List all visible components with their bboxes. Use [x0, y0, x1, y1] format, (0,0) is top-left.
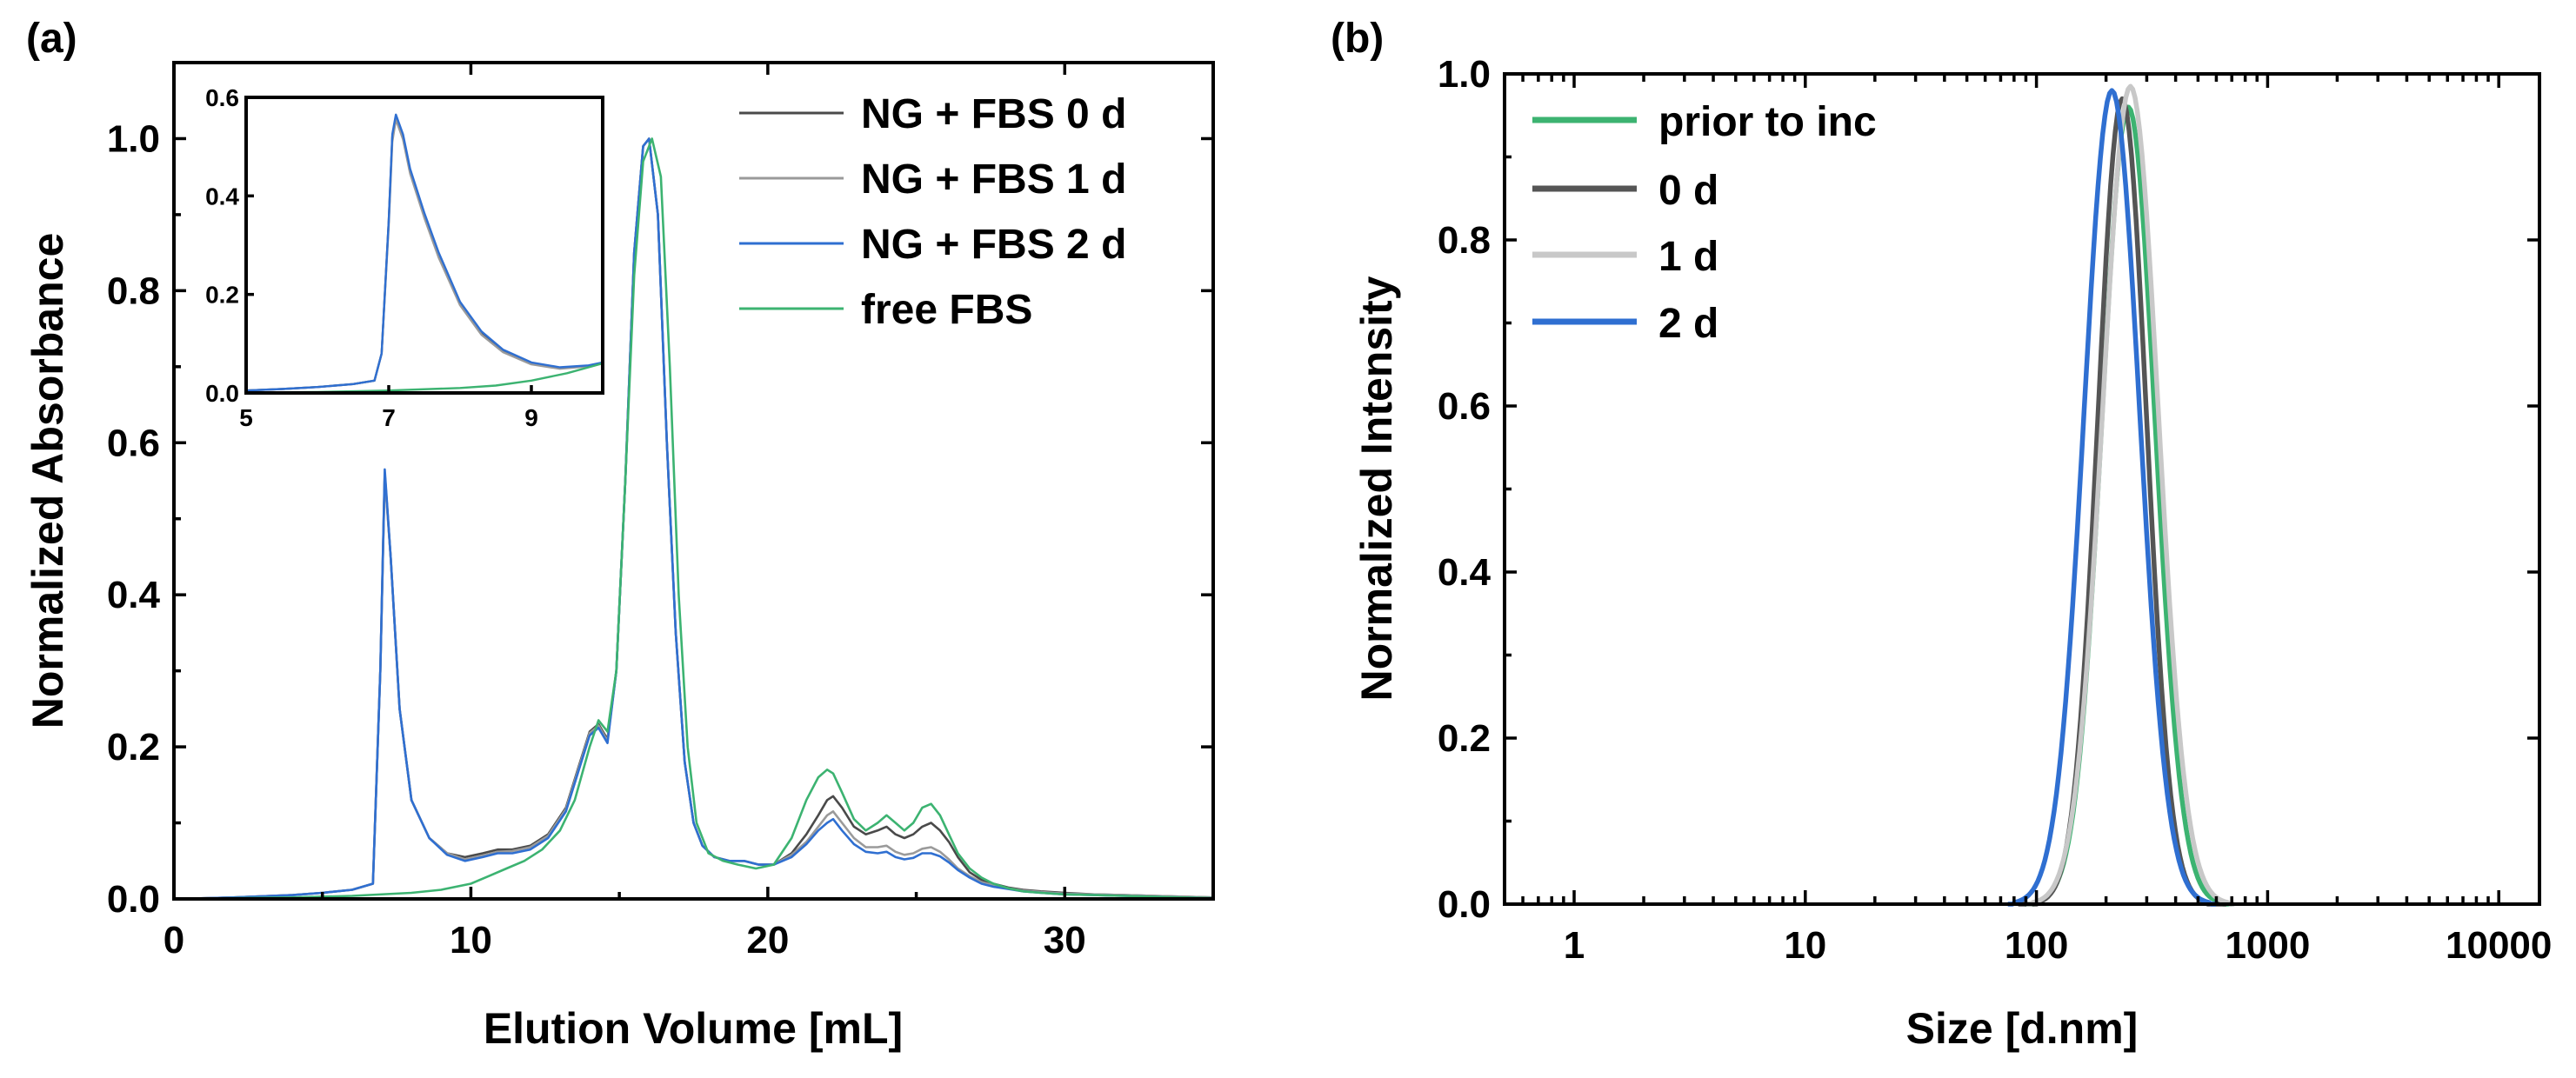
legend-label-free-fbs: free FBS [861, 287, 1032, 333]
y-tick-label: 1.0 [107, 117, 160, 160]
y-tick-label: 1.0 [1438, 53, 1491, 96]
legend-label-1d: 1 d [1658, 234, 1718, 280]
y-tick-label: 0.8 [1438, 219, 1491, 262]
panel-b-legend: prior to inc 0 d 1 d 2 d [1532, 99, 1877, 347]
inset-y-tick-label: 0.4 [205, 183, 239, 210]
legend-label-prior-to-inc: prior to inc [1658, 99, 1877, 145]
x-tick-label: 10 [450, 919, 492, 962]
panel-a-series [173, 137, 1214, 901]
x-tick-label: 10000 [2446, 924, 2552, 967]
y-tick-label: 0.6 [1438, 385, 1491, 428]
y-tick-label: 0.8 [107, 270, 160, 312]
inset-y-tick-label: 0.2 [205, 282, 239, 309]
inset-x-ticks: 5 7 9 [239, 385, 538, 431]
legend-label-ng-fbs-1d: NG + FBS 1 d [861, 156, 1126, 203]
panel-b: (b) 1 10 100 1000 10000 0.0 0.2 0.4 0.6 0.8 1.0 S… [1331, 16, 2552, 1053]
panel-a-axes-frame [172, 61, 1215, 901]
y-tick-label: 0.0 [107, 878, 160, 921]
panel-a-x-axis-title: Elution Volume [mL] [484, 1004, 903, 1053]
y-tick-label: 0.0 [1438, 883, 1491, 926]
x-tick-label: 1 [1564, 924, 1585, 967]
panel-a-y-axis-title: Normalized Absorbance [23, 233, 72, 729]
panel-a-x-ticks: 0 10 20 30 [164, 63, 1086, 962]
inset-series-line-ng-fbs-2-d [245, 113, 604, 392]
inset-series [245, 113, 604, 394]
x-tick-label: 1000 [2225, 924, 2310, 967]
y-tick-label: 0.6 [107, 422, 160, 464]
panel-a-inset: 5 7 9 0.0 0.2 0.4 0.6 [205, 84, 604, 431]
legend-label-ng-fbs-2d: NG + FBS 2 d [861, 222, 1126, 268]
panel-b-label: (b) [1331, 16, 1384, 62]
x-tick-label: 10 [1784, 924, 1826, 967]
series-line-2-d [2007, 88, 2217, 907]
series-line-free-fbs [173, 137, 1214, 901]
x-tick-label: 20 [746, 919, 789, 962]
panel-a-label: (a) [26, 16, 77, 62]
y-tick-label: 0.4 [107, 574, 161, 616]
x-tick-label: 30 [1044, 919, 1086, 962]
inset-background [246, 97, 603, 393]
panel-b-series [2007, 83, 2235, 907]
inset-y-ticks: 0.0 0.2 0.4 0.6 [205, 84, 254, 407]
y-tick-label: 0.4 [1438, 551, 1492, 594]
series-line-1-d [2025, 83, 2235, 907]
panel-a-y-ticks: 0.0 0.2 0.4 0.6 0.8 1.0 [107, 117, 1213, 921]
inset-x-tick-label: 7 [382, 404, 396, 431]
y-tick-label: 0.2 [107, 726, 160, 769]
x-tick-label: 100 [2005, 924, 2068, 967]
inset-frame [244, 96, 604, 395]
panel-b-y-axis-title: Normalized Intensity [1352, 276, 1401, 701]
panel-a: (a) 0 10 20 30 0.0 0.2 0.4 0.6 0.8 1.0 Elution V… [23, 16, 1215, 1053]
inset-x-tick-label: 9 [524, 404, 538, 431]
inset-x-tick-label: 5 [239, 404, 253, 431]
panel-b-x-ticks: 1 10 100 1000 10000 [1521, 74, 2552, 967]
legend-label-0d: 0 d [1658, 168, 1718, 214]
x-tick-label: 0 [164, 919, 184, 962]
series-line-0-d [2018, 96, 2226, 907]
legend-label-ng-fbs-0d: NG + FBS 0 d [861, 91, 1126, 137]
inset-y-tick-label: 0.0 [205, 380, 239, 407]
y-tick-label: 0.2 [1438, 717, 1491, 760]
panel-b-y-ticks: 0.0 0.2 0.4 0.6 0.8 1.0 [1438, 53, 2539, 926]
legend-label-2d: 2 d [1658, 301, 1718, 347]
panel-a-legend: NG + FBS 0 d NG + FBS 1 d NG + FBS 2 d f… [739, 91, 1126, 333]
panel-b-x-axis-title: Size [d.nm] [1906, 1004, 2139, 1053]
inset-y-tick-label: 0.6 [205, 84, 239, 111]
